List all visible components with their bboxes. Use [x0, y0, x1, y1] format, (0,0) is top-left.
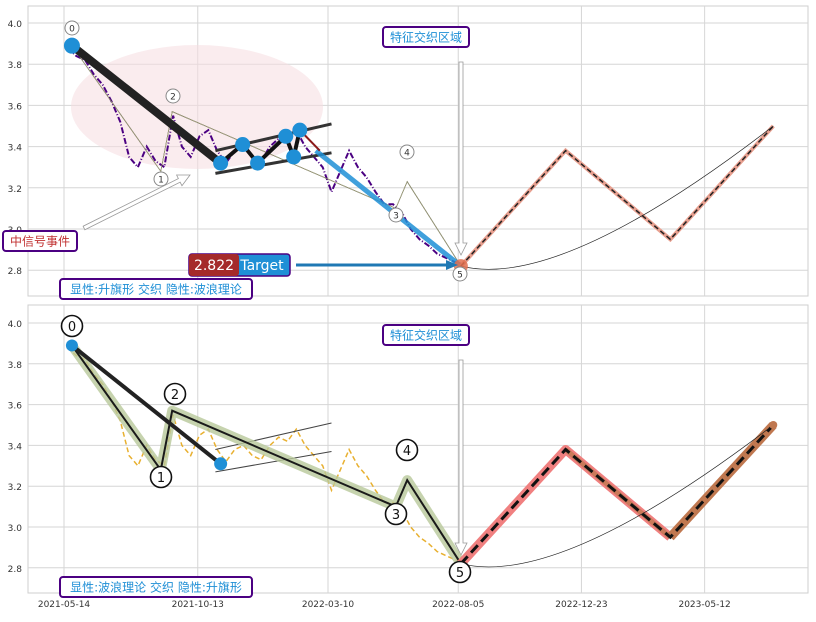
signal-arrow [82, 174, 191, 231]
wave-label: 5 [456, 566, 464, 581]
signal-event-label: 中信号事件 [10, 233, 70, 248]
flag-point-marker [213, 155, 229, 171]
wave-label: 0 [68, 320, 76, 335]
y-tick-label: 3.0 [8, 524, 23, 534]
y-tick-label: 4.0 [8, 20, 23, 30]
projection-end-marker [769, 421, 778, 429]
bottom-caption-box [59, 576, 253, 598]
wave-label-circle [64, 20, 80, 36]
target-value-box [189, 254, 239, 276]
y-tick-label: 4.0 [8, 320, 23, 330]
projection-arc [460, 125, 774, 270]
x-tick-label: 2021-10-13 [172, 600, 224, 610]
wave-label: 2 [171, 388, 179, 403]
highlight-ellipse [71, 45, 323, 169]
wave-label-circle [388, 207, 404, 223]
y-tick-label: 2.8 [8, 267, 23, 277]
wave-label: 4 [403, 444, 411, 459]
y-tick-label: 3.2 [8, 483, 22, 493]
wave-label: 0 [69, 25, 75, 35]
y-tick-label: 3.8 [8, 61, 23, 71]
wave-label: 1 [157, 471, 165, 486]
top-caption: 显性:升旗形 交织 隐性:波浪理论 [70, 281, 242, 296]
flag-point-marker [214, 457, 228, 471]
projection-down-band [563, 447, 672, 540]
target-value: 2.822 [194, 258, 234, 274]
y-tick-label: 3.8 [8, 361, 23, 371]
top-series: 0 1 2 3 4 5 [63, 20, 775, 282]
flag-point-marker [235, 137, 251, 153]
y-tick-label: 3.4 [8, 442, 23, 452]
wave-label-circle [384, 502, 408, 526]
x-tick-label: 2022-12-23 [555, 600, 607, 610]
target-arrow-head [446, 260, 458, 270]
target-label: Target [239, 258, 284, 274]
wave-start-marker [63, 37, 80, 54]
y-tick-label: 3.4 [8, 144, 23, 154]
flag-point-marker [286, 149, 302, 165]
feature-zone-label-bottom-box [382, 324, 470, 346]
flag-point-marker [278, 128, 294, 144]
wave-label: 3 [393, 212, 399, 222]
projection-dashed [460, 125, 774, 267]
wave-label-circle [399, 144, 415, 160]
flag-lower-line [215, 451, 332, 473]
bottom-caption: 显性:波浪理论 交织 隐性:升旗形 [70, 579, 242, 594]
feature-zone-arrow-bottom [454, 359, 468, 556]
x-tick-label: 2022-08-05 [432, 600, 484, 610]
projection-arc [460, 424, 774, 568]
feature-zone-label-bottom: 特征交织区域 [390, 327, 462, 342]
feature-zone-arrow-top [454, 61, 468, 256]
x-tick-label: 2021-05-14 [38, 600, 91, 610]
wave-label-circle [165, 88, 181, 104]
wave-start-marker [65, 339, 78, 352]
wave-line [71, 344, 462, 565]
wave-label-circle [60, 314, 84, 338]
flag-upper-line [215, 122, 332, 153]
wave-label-circle [395, 438, 419, 462]
wave-label: 3 [392, 508, 400, 523]
y-tick-label: 3.2 [8, 185, 22, 195]
pole-line [67, 41, 225, 168]
signal-event-label-box [2, 230, 78, 252]
wave-label-circle [149, 465, 173, 489]
x-tick-label: 2023-05-12 [678, 600, 730, 610]
flag-upper-line [215, 422, 332, 450]
top-caption-box [59, 278, 253, 300]
wave-label-circle [153, 171, 169, 187]
y-tick-label: 3.6 [8, 102, 23, 112]
feature-zone-label-top: 特征交织区域 [390, 29, 462, 44]
flag-point-marker [292, 122, 308, 138]
wave-label: 4 [404, 149, 410, 159]
projection-dashed [459, 423, 775, 565]
wave-label: 1 [158, 176, 164, 186]
x-tick-label: 2022-03-10 [302, 600, 355, 610]
wave-label-circle [448, 560, 472, 584]
feature-zone-label-top-box [382, 26, 470, 48]
flag-lower-line [215, 151, 332, 175]
wave-label-circle [452, 266, 468, 282]
pole-line [70, 343, 222, 466]
bottom-series: 0 1 2 3 4 5 [60, 314, 778, 584]
wave-label-circle [163, 382, 187, 406]
y-tick-label: 2.8 [8, 565, 23, 575]
wave-label: 2 [170, 93, 176, 103]
flag-point-marker [250, 155, 266, 171]
y-tick-label: 3.6 [8, 402, 23, 412]
wave-label: 5 [457, 271, 463, 281]
breakout-line [314, 148, 463, 269]
